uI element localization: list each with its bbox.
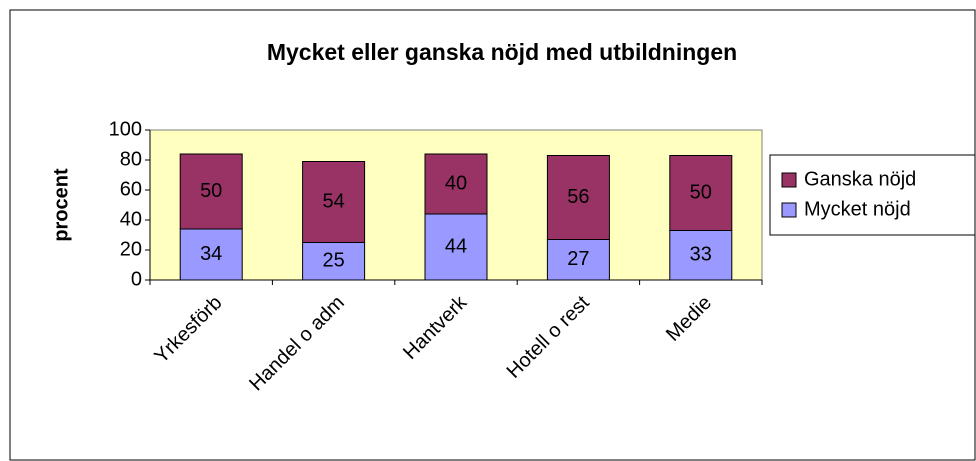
y-tick-label: 40 [120, 208, 142, 230]
legend-label: Ganska nöjd [804, 168, 916, 190]
legend-swatch [781, 172, 797, 188]
bar-segment [302, 242, 366, 281]
y-tick-label: 20 [120, 238, 142, 260]
bar-segment [546, 155, 610, 240]
data-label: 34 [200, 243, 222, 265]
y-tick-label: 60 [120, 178, 142, 200]
y-tick-label: 100 [109, 118, 142, 140]
data-label: 54 [322, 190, 344, 212]
data-label: 25 [322, 250, 344, 272]
data-label: 44 [445, 235, 467, 257]
y-tick-label: 80 [120, 148, 142, 170]
y-tick-label: 0 [131, 268, 142, 290]
bar-segment [669, 155, 733, 231]
data-label: 50 [690, 181, 712, 203]
bar-segment [546, 239, 610, 281]
bar-segment [302, 161, 366, 243]
bar-segment [424, 153, 488, 215]
data-label: 27 [567, 248, 589, 270]
data-label: 50 [200, 180, 222, 202]
bar-segment [424, 213, 488, 281]
legend-swatch [781, 202, 797, 218]
y-axis-label: procent [50, 168, 72, 242]
bar-segment [179, 153, 243, 230]
data-label: 33 [690, 244, 712, 266]
data-label: 56 [567, 186, 589, 208]
chart-title: Mycket eller ganska nöjd med utbildninge… [267, 39, 737, 65]
bar-segment [669, 230, 733, 281]
legend-label: Mycket nöjd [804, 198, 911, 220]
bar-segment [179, 228, 243, 281]
legend-box [769, 154, 976, 236]
data-label: 40 [445, 172, 467, 194]
